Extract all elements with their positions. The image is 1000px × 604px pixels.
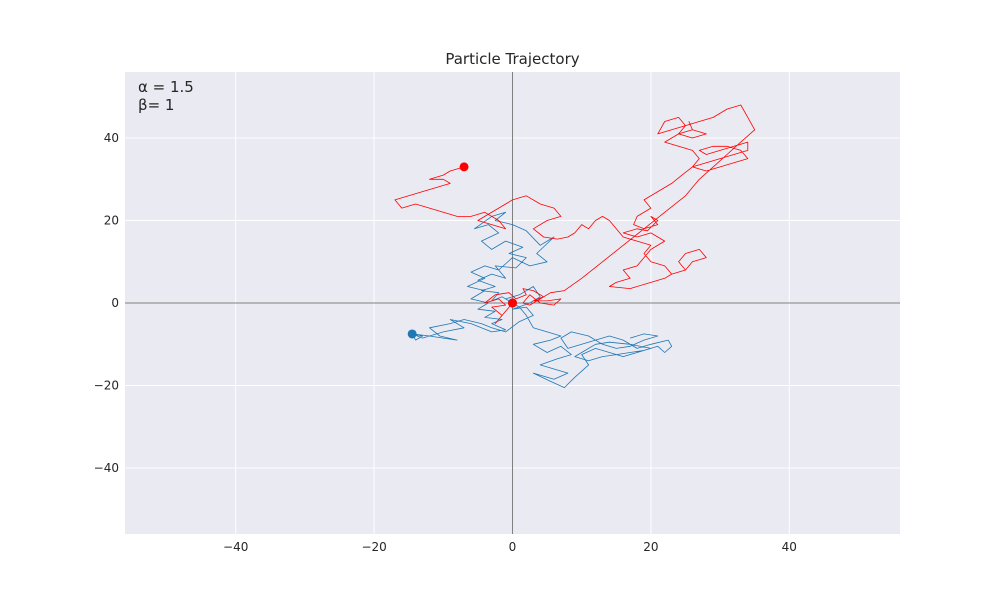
- tick-labels: −40 −20 0 20 40 −40 −20 0 20 40: [94, 131, 797, 554]
- y-tick-label: 0: [111, 296, 119, 310]
- x-tick-label: −20: [361, 540, 386, 554]
- y-tick-label: 40: [104, 131, 119, 145]
- x-tick-label: −40: [223, 540, 248, 554]
- end-point-0: [407, 329, 417, 339]
- series-layer: [394, 104, 756, 389]
- annotation-alpha: α = 1.5: [138, 78, 194, 96]
- chart-title: Particle Trajectory: [445, 50, 579, 68]
- x-tick-label: 40: [782, 540, 797, 554]
- annotation-beta: β= 1: [138, 96, 174, 114]
- y-tick-label: 20: [104, 214, 119, 228]
- y-tick-label: −40: [94, 461, 119, 475]
- trajectory-line-1: [394, 104, 756, 325]
- x-tick-label: 0: [509, 540, 517, 554]
- start-point-1: [508, 298, 517, 308]
- x-tick-label: 20: [643, 540, 658, 554]
- y-tick-label: −20: [94, 379, 119, 393]
- end-point-1: [459, 162, 469, 172]
